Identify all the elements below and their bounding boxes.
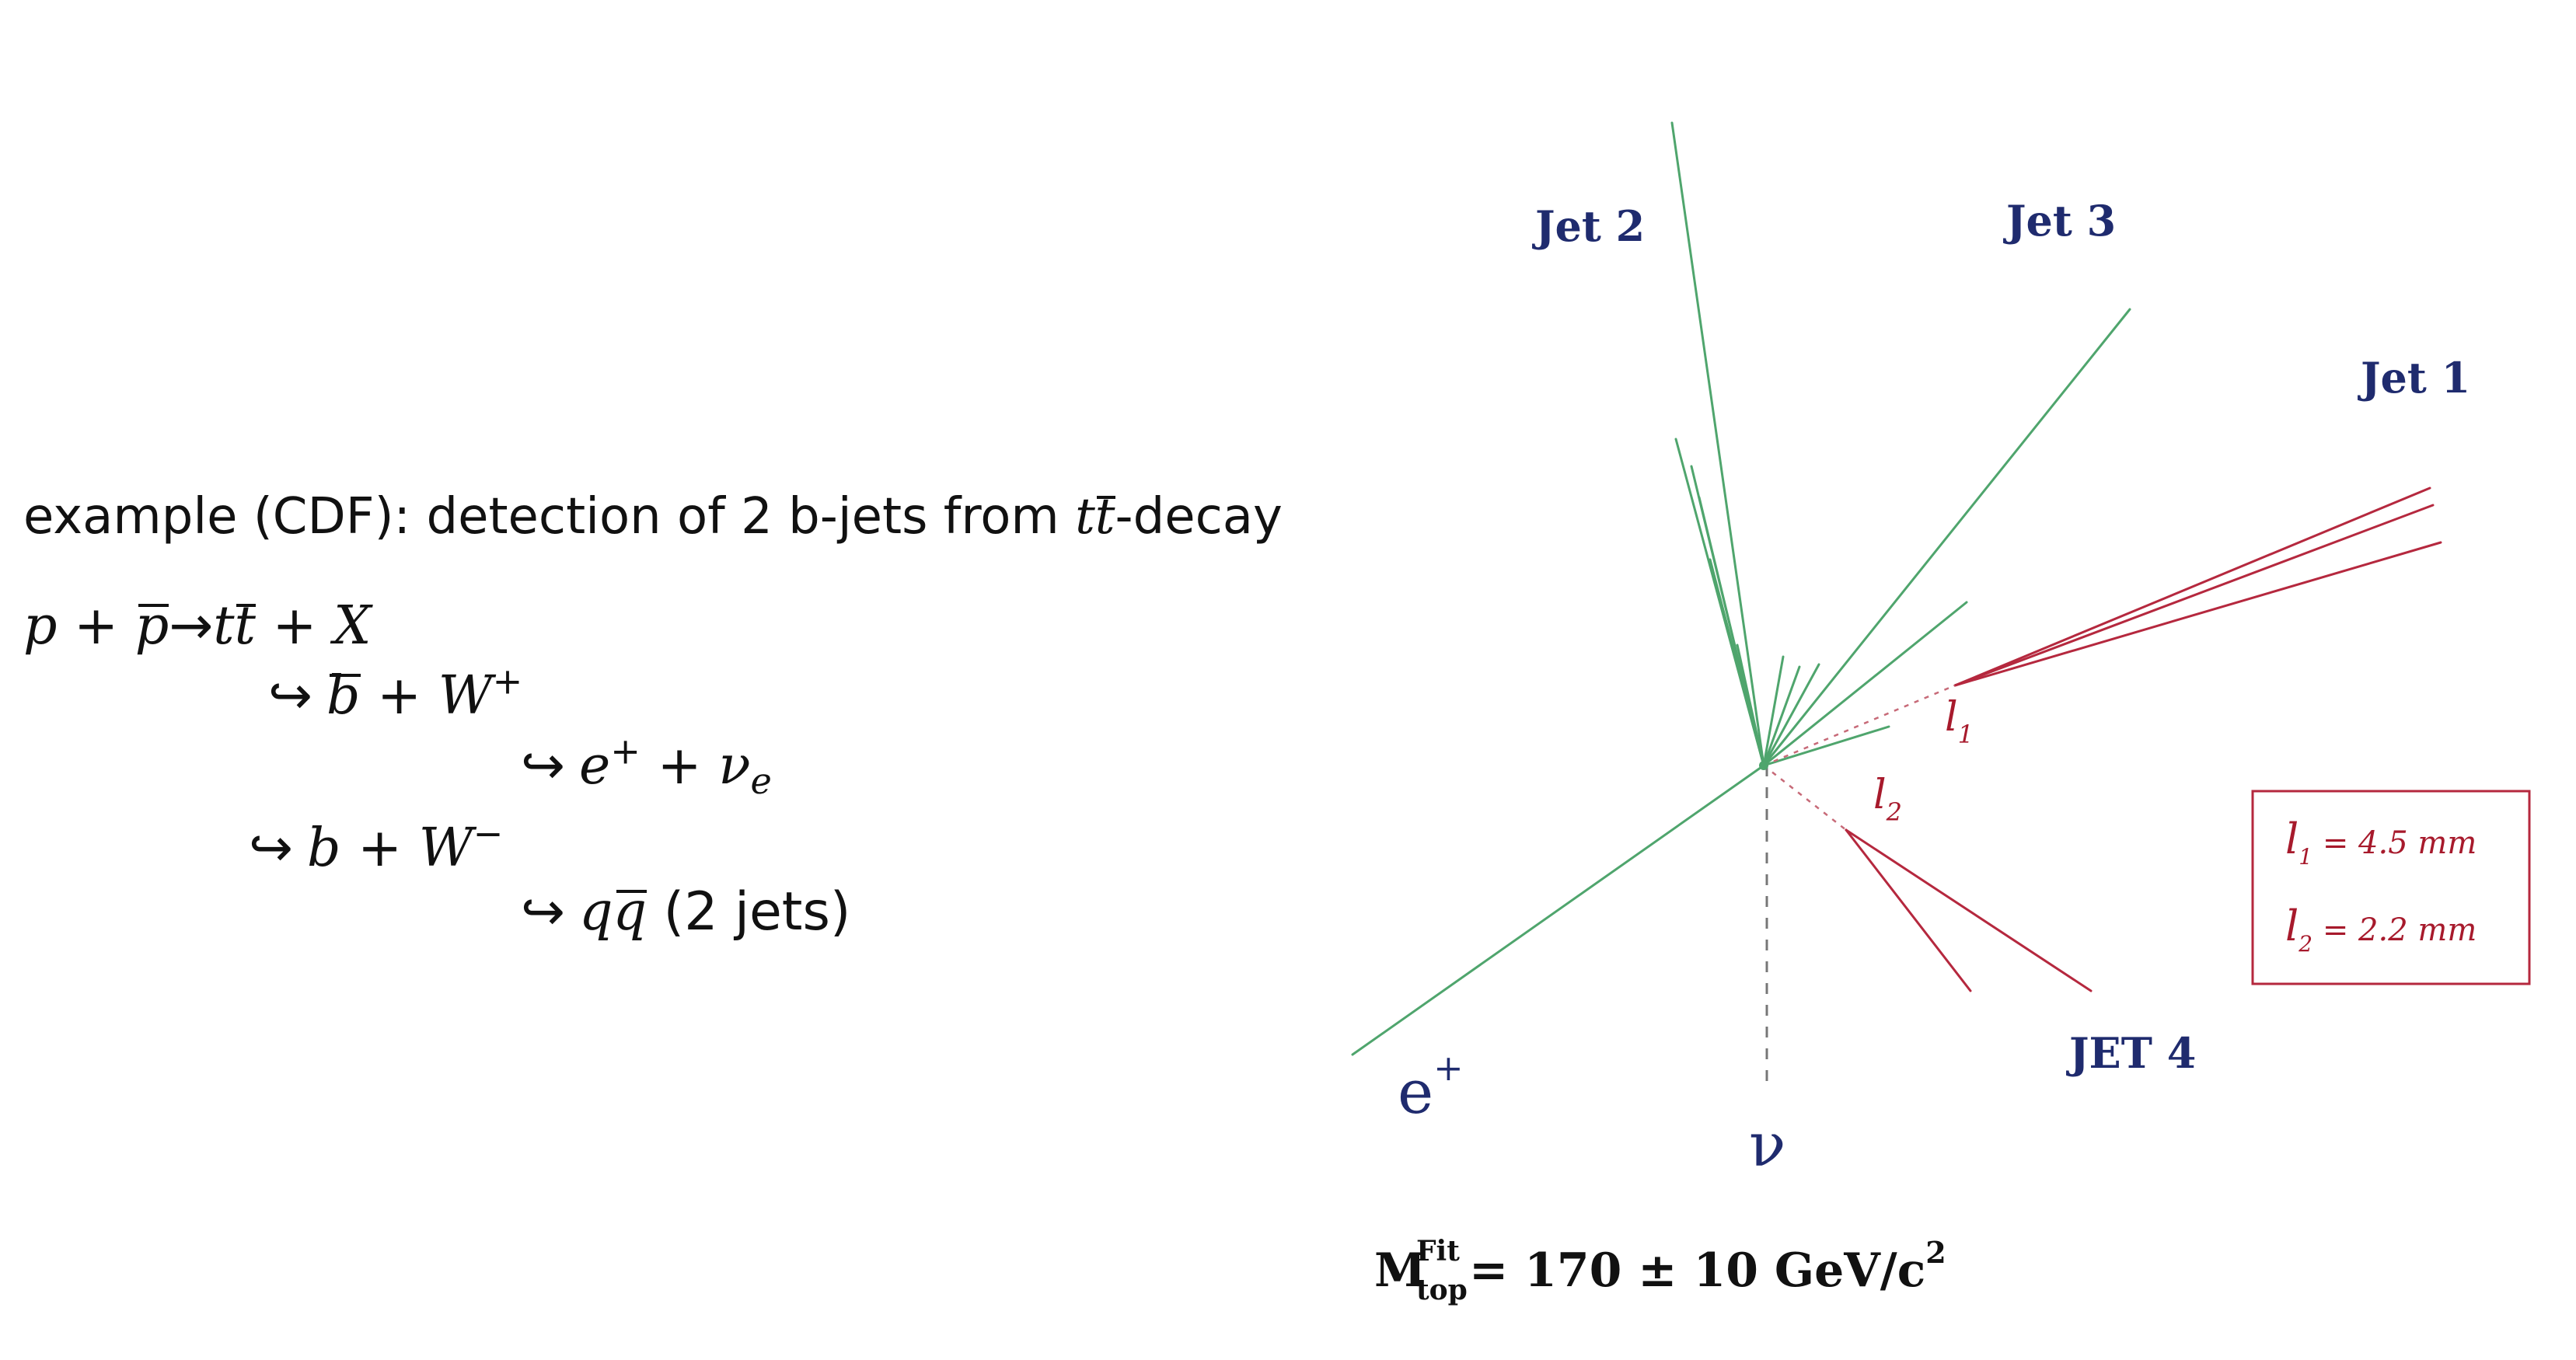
jet4-track <box>1845 828 2093 992</box>
decay-length-legend-box <box>2251 790 2531 985</box>
charge-minus: − <box>473 812 504 855</box>
intro-sentence: example (CDF): detection of 2 b-jets fro… <box>23 488 1283 546</box>
legend-l1-symbol: l <box>2285 814 2299 863</box>
plus-sign: + <box>340 818 419 879</box>
jet3-track <box>1762 665 1801 767</box>
legend-l2-symbol: l <box>2285 901 2299 950</box>
charge-plus: + <box>492 660 523 703</box>
jet2-track <box>1670 121 1765 767</box>
symbol-tbar: t <box>234 595 257 657</box>
mass-value: = 170 ± 10 GeV/c2 <box>1469 1235 1946 1298</box>
symbol-x: X <box>333 595 372 657</box>
hook-arrow-icon: ↪ <box>268 665 312 727</box>
jet4-track <box>1845 828 1972 992</box>
jet4-label: JET 4 <box>2066 1028 2196 1078</box>
mass-exponent: 2 <box>1925 1235 1946 1270</box>
symbol-qbar: q <box>613 881 647 943</box>
positron-track <box>1351 764 1765 1056</box>
plus-sign: + <box>360 665 438 727</box>
decay-line-tbar: ↪ b + W+ <box>268 663 522 727</box>
intro-prefix: example (CDF): detection of 2 b-jets fro… <box>23 488 1076 546</box>
positron-label: e+ <box>1398 1047 1464 1128</box>
mass-subscript: top <box>1416 1274 1468 1306</box>
positron-charge: + <box>1433 1047 1464 1089</box>
symbol-p: p <box>23 595 58 657</box>
secondary-vertex-paths <box>1763 684 1956 831</box>
symbol-nu: ν <box>718 735 751 797</box>
plus-sign: + <box>640 735 719 797</box>
jet3-label: Jet 3 <box>2003 196 2116 246</box>
red-b-jet-tracks <box>1845 486 2442 992</box>
jet3-track <box>1762 601 1968 767</box>
l1-label: l1 <box>1945 694 1974 749</box>
plus-sign: + <box>57 595 135 657</box>
jet2-label: Jet 2 <box>1532 201 1645 251</box>
intro-symbol-t: t <box>1075 488 1095 546</box>
intro-suffix: -decay <box>1115 488 1283 546</box>
decay-line-t: ↪ b + W− <box>249 815 503 879</box>
hook-arrow-icon: ↪ <box>521 881 565 943</box>
legend-l1-value: = 4.5 mm <box>2312 825 2477 861</box>
primary-vertex <box>1759 761 1768 770</box>
mass-value-text: = 170 ± 10 GeV/c <box>1469 1243 1925 1298</box>
legend-l2-value: = 2.2 mm <box>2312 912 2477 948</box>
l1-decay-path <box>1763 684 1956 767</box>
symbol-bbar: b <box>326 665 361 727</box>
l2-subscript: 2 <box>1886 797 1902 827</box>
mass-superscript: Fit <box>1416 1235 1460 1268</box>
nu-subscript: e <box>750 759 772 802</box>
l1-symbol: l <box>1945 694 1958 741</box>
symbol-w-plus: W <box>438 665 493 727</box>
neutrino-label: ν <box>1749 1111 1785 1180</box>
symbol-b: b <box>306 818 341 879</box>
symbol-q: q <box>578 881 613 943</box>
mass-symbol: M <box>1374 1243 1426 1298</box>
l2-label: l2 <box>1873 772 1902 827</box>
jet1-track <box>1953 504 2435 687</box>
symbol-e: e <box>578 735 611 797</box>
legend-entry-l1: l1 = 4.5 mm <box>2285 814 2477 870</box>
decay-description-panel: example (CDF): detection of 2 b-jets fro… <box>23 488 1283 943</box>
arrow-symbol: → <box>169 595 214 657</box>
jet1-label: Jet 1 <box>2358 353 2470 403</box>
legend-entry-l2: l2 = 2.2 mm <box>2285 901 2477 957</box>
jet2-track <box>1736 643 1765 767</box>
short-track <box>1762 725 1890 767</box>
legend-l2-subscript: 2 <box>2298 931 2312 957</box>
plus-sign: + <box>255 595 334 657</box>
hook-arrow-icon: ↪ <box>249 818 293 879</box>
l2-symbol: l <box>1873 772 1887 818</box>
intro-symbol-tbar: t <box>1094 488 1115 546</box>
two-jets-text: (2 jets) <box>647 881 851 943</box>
l1-subscript: 1 <box>1958 720 1974 749</box>
jet3-track <box>1762 655 1785 767</box>
symbol-pbar: p <box>134 595 169 657</box>
jet1-track <box>1953 541 2442 687</box>
jet1-track <box>1953 486 2431 687</box>
jet3-track <box>1762 663 1820 767</box>
symbol-w-minus: W <box>418 818 473 879</box>
positron-symbol: e <box>1398 1058 1433 1128</box>
green-jet-tracks <box>1351 121 2131 1056</box>
decay-line-w-plus: ↪ e+ + νe <box>521 733 772 799</box>
hook-arrow-icon: ↪ <box>521 735 565 797</box>
decay-line-production: p + p→tt + X <box>23 595 372 657</box>
l2-decay-path <box>1763 765 1847 831</box>
jet3-track <box>1762 308 2131 767</box>
decay-line-w-minus: ↪ qq (2 jets) <box>521 881 850 943</box>
legend-l1-subscript: 1 <box>2299 844 2312 870</box>
event-display-diagram: Jet 2 Jet 3 Jet 1 JET 4 l1 l2 l1 = 4.5 m… <box>1351 121 2531 1306</box>
charge-plus: + <box>610 730 641 772</box>
symbol-t: t <box>213 595 235 657</box>
